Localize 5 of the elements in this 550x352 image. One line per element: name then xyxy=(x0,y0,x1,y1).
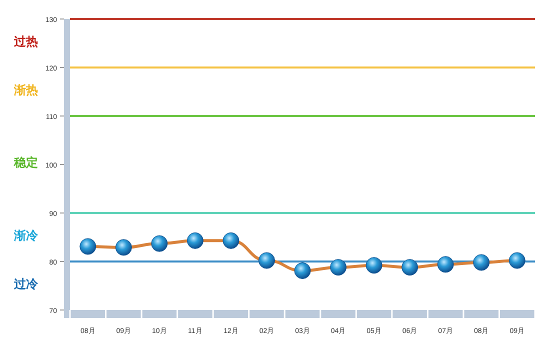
text: 渐热 xyxy=(13,82,38,97)
text: 渐冷 xyxy=(13,228,39,242)
text: 稳定 xyxy=(13,156,38,170)
text: 过热 xyxy=(13,34,38,48)
text: 过冷 xyxy=(13,276,39,291)
